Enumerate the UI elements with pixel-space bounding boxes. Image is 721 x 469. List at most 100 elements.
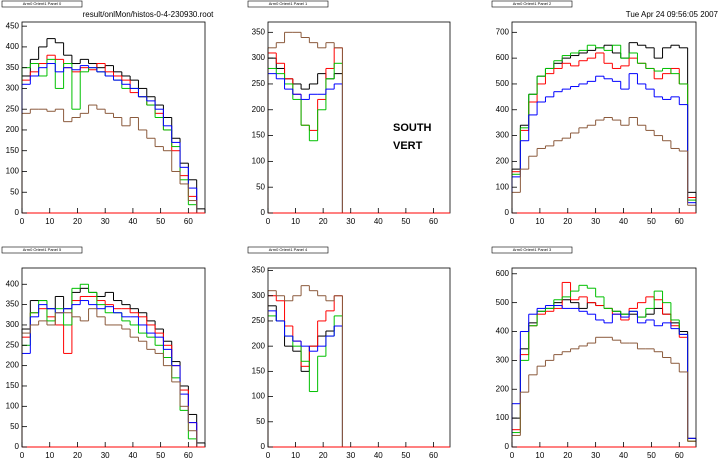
y-tick-label: 250 (252, 79, 266, 88)
panel-title: Arm0 Orient1 Panel 3 (513, 247, 552, 252)
y-tick-label: 350 (6, 63, 20, 72)
panel-title: Arm0 Orient1 Panel 4 (269, 247, 308, 252)
y-tick-label: 100 (496, 413, 510, 422)
y-tick-label: 0 (505, 442, 510, 451)
x-tick-label: 30 (346, 451, 355, 460)
x-tick-label: 0 (20, 451, 25, 460)
x-tick-label: 40 (128, 217, 137, 226)
y-tick-label: 200 (6, 361, 20, 370)
y-tick-label: 500 (496, 298, 510, 307)
y-tick-label: 50 (256, 417, 265, 426)
panel-title-box (491, 0, 573, 8)
x-tick-label: 40 (374, 217, 383, 226)
x-tick-label: 20 (563, 451, 572, 460)
y-tick-label: 150 (6, 146, 20, 155)
y-tick-label: 200 (6, 125, 20, 134)
panel: Arm0 Orient1 Panel 3 0 100 200 300 400 500 600 0… (491, 246, 697, 460)
x-tick-label: 0 (20, 217, 25, 226)
x-tick-label: 30 (101, 451, 110, 460)
panel-title: Arm0 Orient1 Panel 1 (269, 1, 308, 6)
x-tick-label: 40 (619, 451, 628, 460)
y-tick-label: 450 (6, 21, 20, 30)
panel-title-box (1, 0, 83, 8)
x-tick-label: 20 (319, 217, 328, 226)
x-tick-label: 10 (291, 217, 300, 226)
x-tick-label: 60 (429, 217, 438, 226)
timestamp: Tue Apr 24 09:56:05 2007 (626, 10, 719, 19)
panel-title-box (247, 0, 329, 8)
panel-title: Arm0 Orient1 Panel 2 (513, 1, 552, 6)
x-tick-label: 30 (346, 217, 355, 226)
y-tick-label: 100 (496, 182, 510, 191)
x-tick-label: 10 (535, 217, 544, 226)
panel: Arm0 Orient1 Panel 4 0 50 100 150 200 250 300 35… (247, 246, 451, 460)
x-tick-label: 50 (401, 451, 410, 460)
x-tick-label: 60 (184, 451, 193, 460)
y-tick-label: 0 (261, 442, 266, 451)
x-tick-label: 40 (374, 451, 383, 460)
x-tick-label: 0 (266, 217, 271, 226)
y-tick-label: 50 (256, 182, 265, 191)
y-tick-label: 250 (6, 104, 20, 113)
y-tick-label: 600 (496, 269, 510, 278)
x-tick-label: 10 (45, 217, 54, 226)
panel: Arm0 Orient1 Panel 105010015020025030035… (247, 0, 451, 226)
y-tick-label: 300 (496, 355, 510, 364)
panel: Arm0 Orient1 Panel 505010015020025030035… (1, 246, 206, 460)
panel-title: Arm0 Orient1 Panel 5 (23, 247, 62, 252)
y-tick-label: 250 (252, 316, 266, 325)
x-tick-label: 20 (319, 451, 328, 460)
x-tick-label: 30 (591, 217, 600, 226)
y-tick-label: 0 (261, 208, 266, 217)
y-tick-label: 200 (496, 156, 510, 165)
x-tick-label: 50 (156, 451, 165, 460)
x-tick-label: 10 (45, 451, 54, 460)
x-tick-label: 10 (291, 451, 300, 460)
y-tick-label: 300 (6, 84, 20, 93)
x-tick-label: 50 (156, 217, 165, 226)
y-tick-label: 300 (6, 320, 20, 329)
x-tick-label: 20 (73, 217, 82, 226)
x-tick-label: 10 (535, 451, 544, 460)
x-tick-label: 0 (510, 451, 515, 460)
x-tick-label: 50 (401, 217, 410, 226)
y-tick-label: 150 (6, 381, 20, 390)
y-tick-label: 150 (252, 131, 266, 140)
panel: Arm0 Orient1 Panel 005010015020025030035… (1, 0, 206, 226)
y-tick-label: 350 (252, 266, 266, 275)
y-tick-label: 100 (6, 401, 20, 410)
x-tick-label: 0 (510, 217, 515, 226)
panel: Arm0 Orient1 Panel 201002003004005006007… (491, 0, 697, 226)
y-tick-label: 100 (6, 167, 20, 176)
panel-title-box (1, 246, 83, 254)
x-tick-label: 60 (184, 217, 193, 226)
y-tick-label: 0 (15, 442, 20, 451)
y-tick-label: 400 (496, 327, 510, 336)
y-tick-label: 50 (10, 187, 19, 196)
y-tick-label: 50 (10, 422, 19, 431)
y-tick-label: 200 (252, 341, 266, 350)
x-tick-label: 60 (429, 451, 438, 460)
y-tick-label: 350 (6, 300, 20, 309)
y-tick-label: 100 (252, 392, 266, 401)
label: VERT (393, 140, 423, 152)
file-label: result/onlMon/histos-0-4-230930.root (83, 10, 215, 19)
x-tick-label: 30 (591, 451, 600, 460)
y-tick-label: 400 (6, 279, 20, 288)
y-tick-label: 300 (496, 131, 510, 140)
x-tick-label: 20 (563, 217, 572, 226)
y-tick-label: 400 (6, 42, 20, 51)
y-tick-label: 350 (252, 27, 266, 36)
y-tick-label: 700 (496, 27, 510, 36)
y-tick-label: 600 (496, 53, 510, 62)
x-tick-label: 40 (619, 217, 628, 226)
y-tick-label: 200 (252, 105, 266, 114)
y-tick-label: 150 (252, 366, 266, 375)
y-tick-label: 200 (496, 384, 510, 393)
x-tick-label: 50 (647, 217, 656, 226)
y-tick-label: 300 (252, 291, 266, 300)
x-tick-label: 60 (675, 217, 684, 226)
